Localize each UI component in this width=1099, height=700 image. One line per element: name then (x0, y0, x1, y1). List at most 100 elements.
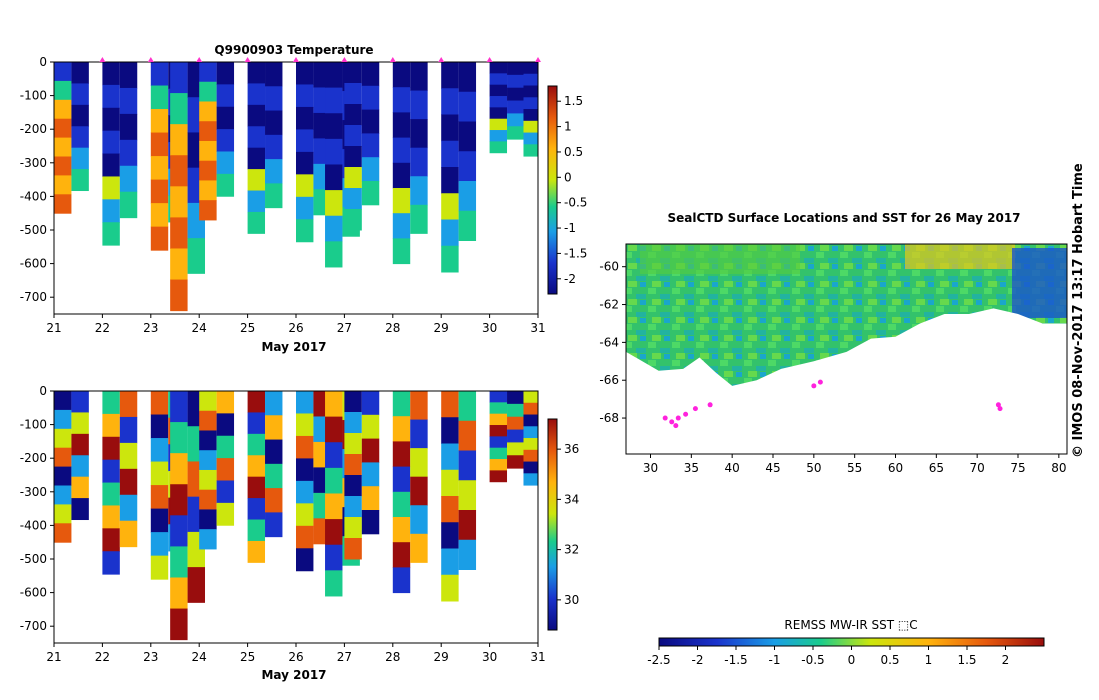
profile-segment (265, 159, 283, 184)
profile-segment (170, 484, 188, 516)
profile-segment (523, 461, 538, 474)
profile-segment (392, 238, 411, 265)
profile-segment (489, 62, 508, 74)
profile-marker (486, 57, 493, 62)
seal-location-point (662, 415, 668, 421)
profile-segment (325, 87, 343, 114)
profile-column (392, 62, 428, 265)
x-tick-label: 80 (1051, 461, 1066, 475)
profile-segment (119, 468, 138, 496)
profile-segment (150, 438, 169, 463)
profile-segment (119, 139, 138, 167)
profile-column (102, 391, 138, 575)
profile-segment (458, 480, 477, 511)
x-tick-label: 22 (95, 321, 110, 335)
y-tick-label: -400 (20, 189, 47, 203)
profile-segment (119, 191, 138, 219)
profile-segment (392, 391, 411, 417)
profile-segment (71, 391, 89, 413)
profile-segment (344, 104, 362, 126)
profile-segment (410, 62, 428, 92)
profile-segment (199, 81, 217, 102)
profile-segment (458, 420, 477, 451)
profile-segment (523, 85, 538, 98)
x-tick-label: 25 (240, 321, 255, 335)
profile-segment (170, 453, 188, 485)
colorbar-tick-label: -2 (564, 272, 576, 286)
seal-location-point (669, 419, 675, 425)
profile-segment (170, 391, 188, 423)
profile-segment (199, 121, 217, 142)
profile-column (54, 62, 89, 214)
profile-segment (150, 203, 169, 228)
profile-segment (247, 190, 266, 213)
profile-segment (489, 425, 508, 437)
profile-column (344, 391, 380, 560)
profile-segment (392, 517, 411, 543)
profile-segment (170, 546, 188, 578)
profile-segment (489, 413, 508, 426)
profile-segment (170, 93, 188, 125)
profile-segment (247, 455, 266, 478)
profile-segment (247, 519, 266, 542)
colorbar-tick-label: -2.5 (647, 653, 670, 667)
x-tick-label: 65 (929, 461, 944, 475)
profile-segment (325, 570, 343, 597)
profile-segment (150, 532, 169, 557)
profile-segment (247, 62, 266, 84)
profile-segment (199, 509, 217, 530)
y-tick-label: -500 (20, 223, 47, 237)
profile-segment (247, 476, 266, 499)
sea-ice-continent (626, 308, 1067, 454)
profile-segment (410, 90, 428, 120)
temperature-colorbar-ticks: 1.5 1 0.5 0 -0.5 -1 -1.5 -2 (557, 94, 587, 286)
x-tick-label: 28 (385, 650, 400, 664)
profile-segment (170, 608, 188, 641)
profile-segment (199, 529, 217, 550)
seal-location-point (683, 411, 689, 417)
profile-segment (199, 450, 217, 471)
profile-segment (507, 429, 525, 443)
x-tick-label: 30 (643, 461, 658, 475)
profile-segment (102, 107, 120, 132)
profile-segment (489, 402, 508, 415)
profile-segment (325, 544, 343, 571)
sst-map-frame (625, 243, 1068, 455)
x-tick-label: 24 (192, 650, 207, 664)
salinity-profiles (54, 391, 538, 641)
x-tick-label: 26 (288, 650, 303, 664)
temperature-y-axis: 0 -100 -200 -300 -400 -500 -600 -700 (20, 55, 54, 304)
profile-segment (199, 200, 217, 221)
sst-colorbar-ticks: -2.5 -2 -1.5 -1 -0.5 0 0.5 1 1.5 2 (647, 646, 1009, 667)
seal-location-point (707, 402, 713, 408)
profile-segment (441, 496, 459, 523)
profile-segment (216, 391, 235, 414)
y-tick-label: -66 (599, 373, 619, 387)
profile-segment (199, 469, 217, 491)
profile-column (523, 391, 538, 486)
profile-segment (507, 87, 525, 102)
profile-segment (247, 83, 266, 106)
y-tick-label: -68 (599, 411, 619, 425)
profile-segment (410, 391, 428, 421)
profile-segment (71, 83, 89, 106)
x-tick-label: 35 (684, 461, 699, 475)
y-tick-label: -500 (20, 552, 47, 566)
profile-segment (199, 180, 217, 201)
x-tick-label: 22 (95, 650, 110, 664)
profile-segment (325, 215, 343, 242)
profile-marker (535, 57, 541, 62)
profile-segment (489, 436, 508, 449)
temperature-profiles (54, 62, 538, 312)
profile-column (441, 62, 477, 273)
profile-segment (489, 73, 508, 86)
x-tick-label: 21 (46, 321, 61, 335)
profile-segment (344, 433, 362, 455)
profile-segment (489, 391, 508, 403)
profile-markers (99, 57, 541, 62)
profile-segment (71, 147, 89, 170)
profile-segment (71, 412, 89, 435)
profile-segment (410, 147, 428, 177)
profile-segment (392, 441, 411, 468)
profile-segment (325, 467, 343, 494)
